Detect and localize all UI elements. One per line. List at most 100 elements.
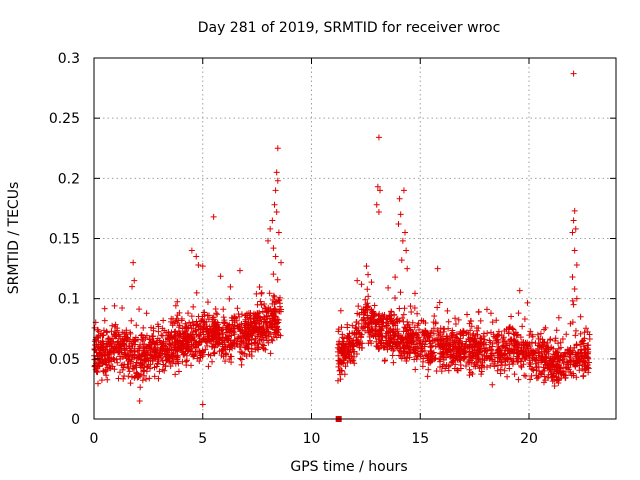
data-point xyxy=(257,298,264,305)
data-point xyxy=(119,305,126,312)
data-point xyxy=(342,363,349,370)
data-point xyxy=(421,333,428,340)
data-point xyxy=(446,337,453,344)
data-point xyxy=(263,328,270,335)
data-point xyxy=(578,353,585,360)
data-point xyxy=(577,341,584,348)
data-point xyxy=(500,334,507,341)
data-point xyxy=(409,319,416,326)
data-point xyxy=(129,283,136,290)
data-point xyxy=(228,359,235,366)
data-point xyxy=(204,312,211,319)
data-point xyxy=(432,336,439,343)
data-point xyxy=(391,320,398,327)
data-point xyxy=(444,339,451,346)
data-point xyxy=(99,360,106,367)
data-point xyxy=(196,322,203,329)
data-point xyxy=(200,324,207,331)
data-point xyxy=(259,308,266,315)
data-point xyxy=(202,335,209,342)
data-point xyxy=(365,320,372,327)
data-point xyxy=(571,286,578,293)
data-point xyxy=(268,323,275,330)
data-point xyxy=(98,377,105,384)
data-point xyxy=(160,317,167,324)
data-point xyxy=(573,295,580,302)
data-point xyxy=(219,339,226,346)
data-point xyxy=(509,348,516,355)
data-point xyxy=(237,355,244,362)
data-point xyxy=(585,355,592,362)
data-point xyxy=(194,348,201,355)
data-point xyxy=(202,346,209,353)
data-point xyxy=(253,324,260,331)
data-point xyxy=(526,357,533,364)
data-point xyxy=(94,343,101,350)
data-point xyxy=(410,346,417,353)
data-point xyxy=(497,370,504,377)
data-point xyxy=(227,283,234,290)
data-point xyxy=(111,356,118,363)
data-point xyxy=(402,229,409,236)
data-point xyxy=(527,376,534,383)
data-point xyxy=(265,339,272,346)
data-point xyxy=(360,314,367,321)
data-point xyxy=(336,341,343,348)
data-point xyxy=(276,300,283,307)
data-point xyxy=(493,317,500,324)
data-point xyxy=(400,337,407,344)
data-point xyxy=(557,339,564,346)
data-point xyxy=(131,348,138,355)
data-point xyxy=(150,325,157,332)
data-point xyxy=(475,308,482,315)
data-point xyxy=(452,344,459,351)
data-point xyxy=(172,346,179,353)
data-point xyxy=(494,367,501,374)
data-point xyxy=(143,332,150,339)
data-point xyxy=(175,341,182,348)
data-point xyxy=(407,335,414,342)
data-point xyxy=(403,355,410,362)
data-point xyxy=(553,368,560,375)
data-point xyxy=(569,229,576,236)
data-point xyxy=(172,371,179,378)
data-point xyxy=(480,330,487,337)
data-point xyxy=(201,319,208,326)
data-point xyxy=(251,342,258,349)
data-point xyxy=(428,355,435,362)
data-point xyxy=(261,300,268,307)
data-point xyxy=(135,354,142,361)
data-point xyxy=(135,373,142,380)
data-point xyxy=(221,320,228,327)
data-point xyxy=(195,313,202,320)
data-point xyxy=(146,336,153,343)
data-point xyxy=(399,237,406,244)
data-point xyxy=(437,358,444,365)
data-point xyxy=(411,304,418,311)
data-point xyxy=(490,360,497,367)
data-point xyxy=(517,358,524,365)
data-point xyxy=(188,343,195,350)
data-point xyxy=(520,361,527,368)
data-point xyxy=(119,329,126,336)
data-point xyxy=(245,319,252,326)
data-point xyxy=(238,337,245,344)
data-point xyxy=(411,341,418,348)
data-point xyxy=(398,348,405,355)
data-point xyxy=(183,357,190,364)
data-point xyxy=(131,277,138,284)
data-point xyxy=(210,213,217,220)
data-point xyxy=(272,299,279,306)
data-point xyxy=(576,362,583,369)
data-point xyxy=(545,374,552,381)
data-point xyxy=(118,349,125,356)
data-point xyxy=(548,369,555,376)
data-point xyxy=(430,325,437,332)
data-point xyxy=(489,319,496,326)
data-point xyxy=(375,319,382,326)
data-point xyxy=(191,352,198,359)
data-point xyxy=(506,361,513,368)
data-point xyxy=(251,339,258,346)
data-point xyxy=(571,247,578,254)
data-point xyxy=(250,310,257,317)
